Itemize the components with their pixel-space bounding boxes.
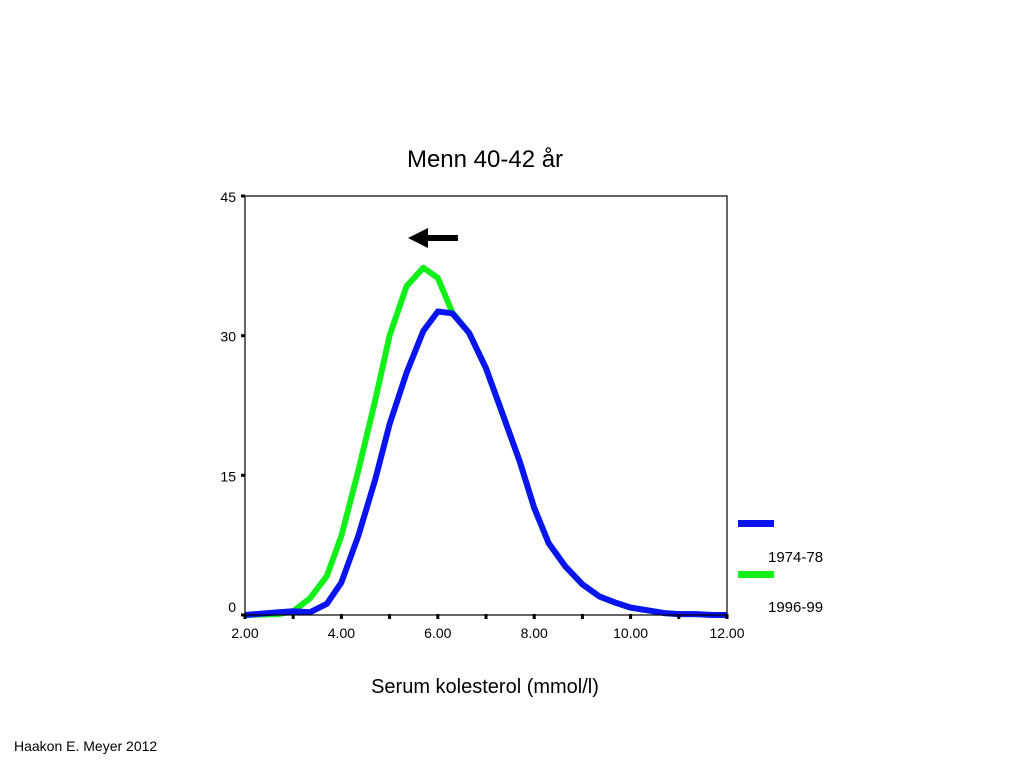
x-tick-mark xyxy=(339,614,343,619)
chart-title: Menn 40-42 år xyxy=(407,146,563,173)
y-tick-label: 0 xyxy=(228,599,236,615)
x-tick-mark xyxy=(291,614,295,619)
legend-swatch-1974-78 xyxy=(738,520,774,527)
y-tick-mark xyxy=(241,334,245,338)
author-credit: Haakon E. Meyer 2012 xyxy=(14,738,158,754)
series-line-1974-78 xyxy=(244,308,727,618)
left-arrow-annotation xyxy=(408,228,458,248)
plot-frame xyxy=(244,195,728,616)
legend-label-1974-78: 1974-78 xyxy=(768,549,823,566)
arrow-head xyxy=(408,228,428,248)
y-axis-ticks: 0 15 30 45 xyxy=(220,189,245,617)
series-layer xyxy=(244,264,727,618)
x-tick-mark xyxy=(436,614,440,619)
x-tick-mark xyxy=(629,614,633,619)
x-tick-label: 8.00 xyxy=(521,625,548,641)
x-tick-mark xyxy=(484,614,488,619)
x-tick-mark xyxy=(388,614,392,619)
x-tick-label: 4.00 xyxy=(328,625,355,641)
x-tick-mark xyxy=(725,614,729,619)
x-tick-label: 2.00 xyxy=(231,625,258,641)
x-tick-label: 6.00 xyxy=(424,625,451,641)
x-tick-mark xyxy=(532,614,536,619)
x-axis-ticks: 2.00 4.00 6.00 8.00 10.00 12.00 xyxy=(231,614,745,641)
x-tick-mark xyxy=(580,614,584,619)
x-axis-label: Serum kolesterol (mmol/l) xyxy=(371,676,599,698)
legend-swatch-1996-99 xyxy=(738,571,774,578)
y-tick-label: 45 xyxy=(220,189,236,205)
y-tick-label: 15 xyxy=(220,468,236,484)
x-tick-label: 12.00 xyxy=(709,625,744,641)
y-tick-label: 30 xyxy=(220,329,236,345)
x-tick-mark xyxy=(677,614,681,619)
y-tick-mark xyxy=(241,473,245,477)
legend: 1974-78 1996-99 xyxy=(738,520,823,616)
series-line-1996-99 xyxy=(244,264,727,618)
legend-label-1996-99: 1996-99 xyxy=(768,599,823,616)
y-tick-mark xyxy=(241,613,245,617)
x-tick-label: 10.00 xyxy=(613,625,648,641)
y-tick-mark xyxy=(241,194,245,198)
